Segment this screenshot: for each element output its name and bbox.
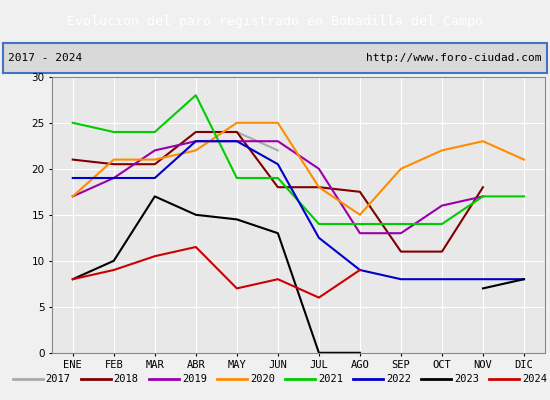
Text: 2020: 2020 [250,374,275,384]
Text: Evolucion del paro registrado en Bobadilla del Campo: Evolucion del paro registrado en Bobadil… [67,16,483,28]
Text: 2017 - 2024: 2017 - 2024 [8,53,82,63]
Text: 2022: 2022 [386,374,411,384]
Text: 2021: 2021 [318,374,343,384]
Text: http://www.foro-ciudad.com: http://www.foro-ciudad.com [366,53,542,63]
Text: 2018: 2018 [114,374,139,384]
Text: 2017: 2017 [46,374,70,384]
Text: 2019: 2019 [182,374,207,384]
Text: 2023: 2023 [454,374,479,384]
Text: 2024: 2024 [522,374,547,384]
